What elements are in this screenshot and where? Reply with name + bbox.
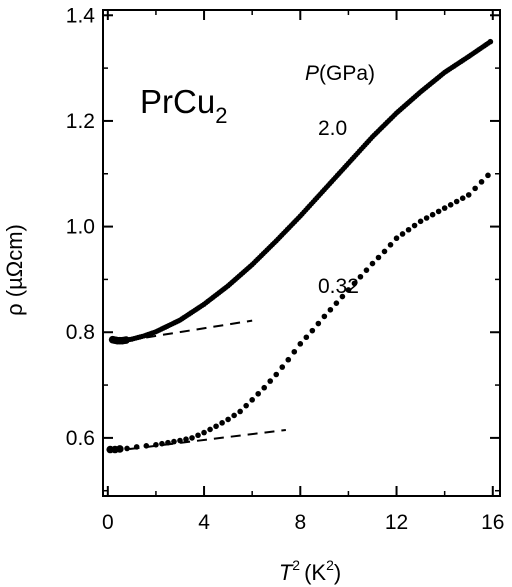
data-point-series-1 [375, 254, 382, 261]
data-point-series-1 [478, 179, 485, 185]
data-point-series-1 [417, 218, 424, 225]
pressure-symbol: P [305, 62, 319, 85]
data-point-series-1 [231, 412, 237, 419]
data-point-series-1 [261, 384, 268, 391]
data-point-series-1 [116, 445, 124, 453]
data-point-series-1 [124, 445, 130, 452]
data-point-series-1 [411, 222, 418, 229]
data-point-series-1 [459, 195, 466, 201]
data-point-series-1 [357, 273, 364, 280]
x-axis-title: T2 (K2) [279, 557, 341, 585]
x-tick-label: 12 [385, 511, 408, 534]
data-point-series-1 [441, 205, 448, 211]
plot-frame [102, 9, 501, 497]
x-tick-label: 8 [294, 511, 306, 534]
data-point-series-0 [487, 38, 494, 45]
data-point-series-1 [333, 300, 340, 306]
compound-label: PrCu2 [140, 83, 227, 128]
pressure-header: P(GPa) [305, 62, 375, 85]
data-point-series-1 [339, 293, 346, 300]
data-point-series-1 [171, 438, 177, 445]
data-point-series-1 [279, 364, 286, 370]
data-point-series-1 [195, 432, 201, 439]
axis-ticks: 0 4 8 12 16 0.6 0.8 1.0 1.2 1.4 [66, 4, 505, 534]
pressure-unit: (GPa) [319, 62, 375, 85]
x-tick-label: 0 [102, 511, 114, 534]
data-point-series-1 [219, 420, 225, 426]
data-point-series-1 [291, 348, 298, 355]
x-axis-symbol: T [279, 560, 294, 585]
x-tick-label: 16 [481, 511, 504, 534]
y-tick-label: 1.0 [66, 216, 95, 239]
data-point-series-1 [243, 402, 249, 409]
data-point-series-1 [363, 267, 370, 273]
y-tick-label: 1.4 [66, 4, 96, 27]
data-point-series-1 [447, 202, 454, 208]
data-point-series-1 [472, 185, 478, 192]
fit-line-series-1 [112, 428, 286, 453]
data-point-series-1 [297, 341, 304, 347]
compound-base: PrCu [140, 83, 215, 120]
data-point-series-1 [399, 231, 406, 237]
data-point-series-1 [143, 443, 150, 449]
data-point-series-1 [303, 334, 310, 341]
y-tick-label: 0.8 [66, 321, 95, 344]
data-point-series-1 [387, 242, 394, 248]
data-point-series-1 [435, 208, 442, 215]
x-tick-label: 4 [198, 511, 210, 534]
data-point-series-1 [405, 226, 412, 233]
data-point-series-1 [321, 313, 328, 320]
data-point-series-1 [255, 390, 261, 397]
data-point-series-1 [315, 320, 322, 327]
data-point-series-1 [327, 306, 334, 313]
data-point-series-1 [351, 280, 358, 287]
y-tick-label: 0.6 [66, 427, 95, 450]
data-point-series-1 [381, 248, 388, 255]
x-axis-unit: (K [304, 560, 326, 585]
data-point-series-1 [453, 198, 460, 205]
plot-border [102, 9, 501, 497]
compound-subscript: 2 [215, 103, 227, 128]
data-point-series-1 [153, 441, 159, 448]
data-points [106, 38, 494, 454]
data-point-series-1 [237, 408, 243, 415]
data-point-series-1 [213, 423, 219, 430]
data-point-series-1 [285, 356, 292, 363]
series-label-2-0: 2.0 [318, 117, 347, 140]
data-point-series-1 [225, 416, 231, 423]
data-point-series-1 [249, 397, 255, 403]
y-axis-title: ρ (µΩcm) [2, 224, 27, 316]
fit-lines [112, 319, 286, 453]
data-point-series-1 [369, 260, 376, 267]
data-point-series-1 [177, 437, 183, 444]
x-axis-unit-close: ) [334, 560, 341, 585]
data-point-series-1 [267, 378, 274, 384]
data-point-series-1 [159, 440, 165, 447]
data-point-series-1 [189, 435, 195, 441]
data-point-series-1 [273, 371, 280, 378]
x-axis-symbol-sup: 2 [292, 557, 300, 573]
data-point-series-1 [465, 192, 472, 198]
series-label-0-32: 0.32 [318, 275, 359, 298]
data-point-series-1 [429, 211, 436, 218]
data-point-series-1 [423, 215, 430, 221]
data-point-series-1 [393, 235, 400, 242]
x-axis-unit-sup: 2 [326, 557, 334, 573]
data-point-series-1 [345, 287, 352, 293]
data-point-series-1 [485, 172, 491, 179]
y-tick-label: 1.2 [66, 110, 95, 133]
data-point-series-1 [183, 436, 189, 443]
data-point-series-1 [165, 439, 171, 446]
data-point-series-1 [133, 444, 140, 450]
data-point-series-1 [207, 426, 213, 433]
data-point-series-1 [201, 429, 207, 436]
data-point-series-1 [309, 327, 316, 334]
